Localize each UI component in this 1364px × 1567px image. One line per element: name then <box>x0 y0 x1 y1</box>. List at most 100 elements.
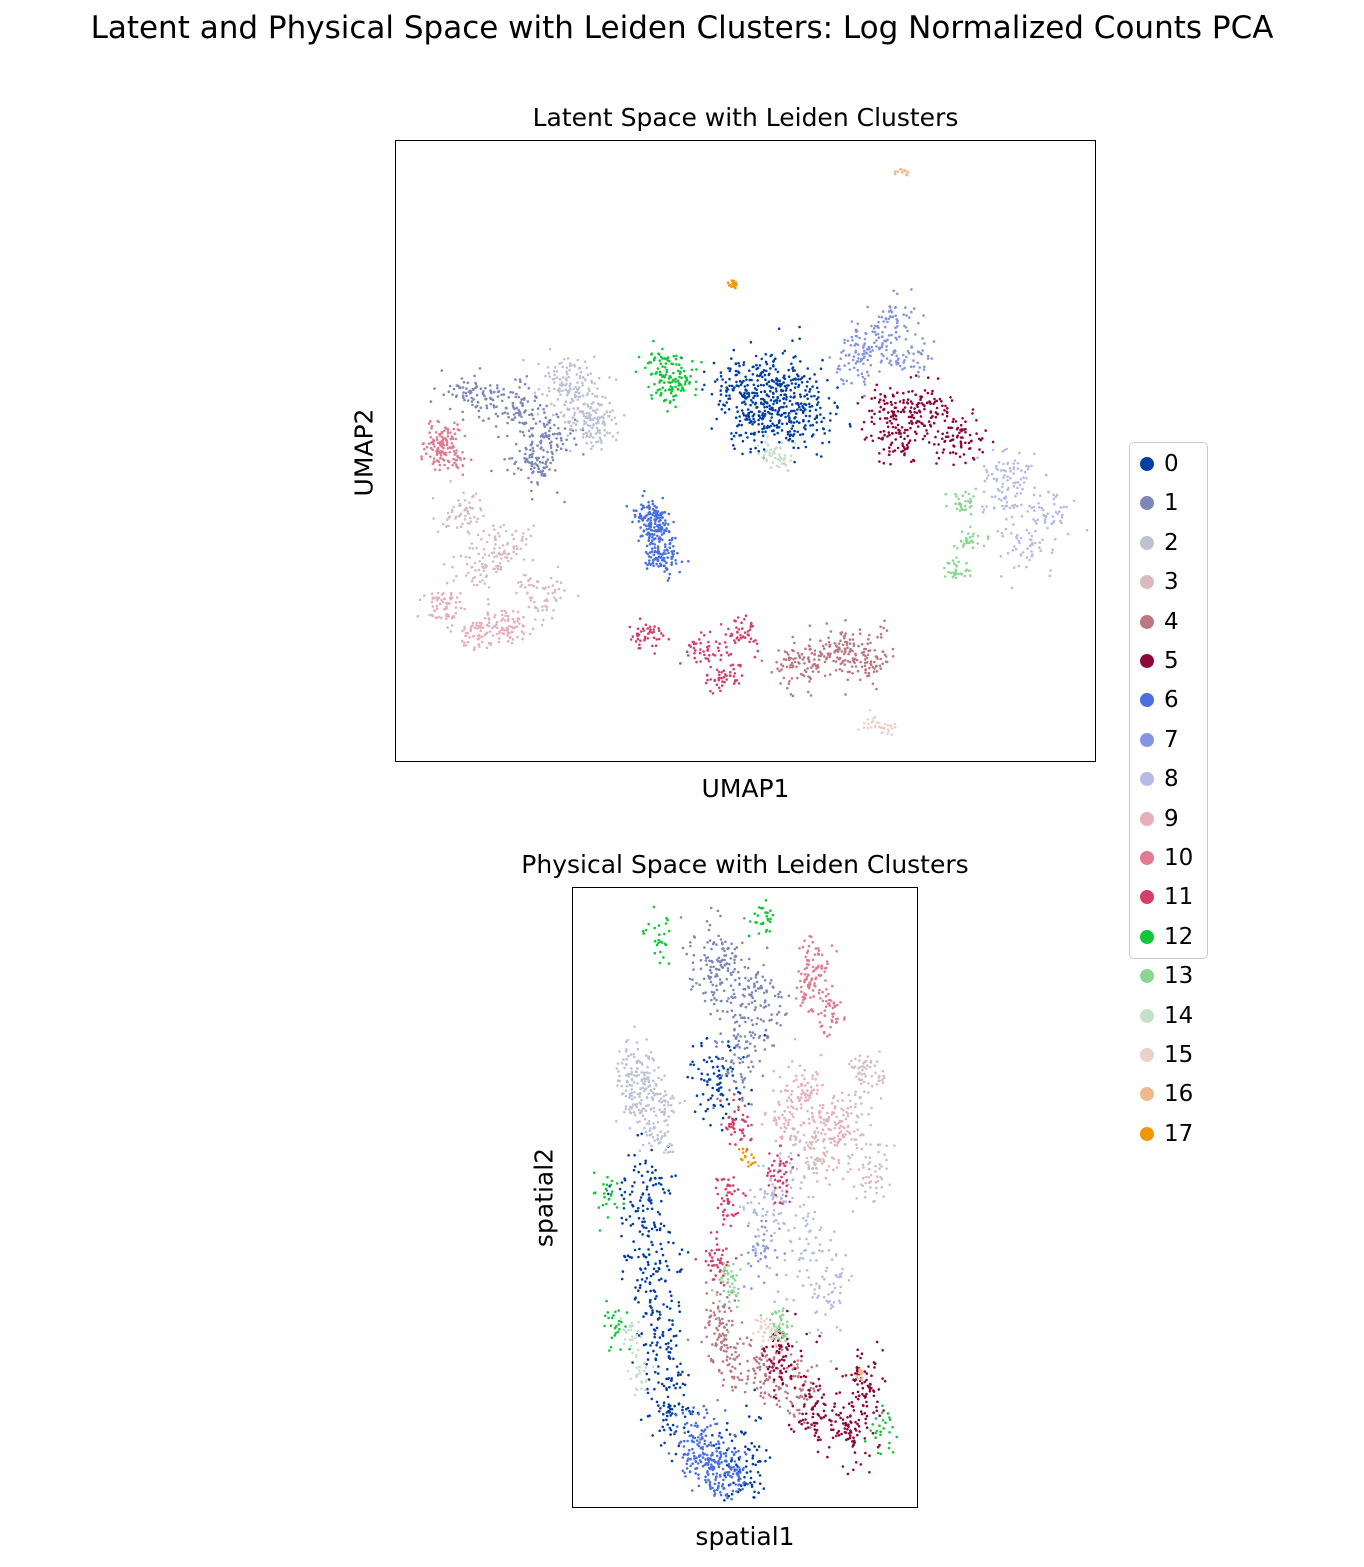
cluster-12-point <box>664 373 667 377</box>
cluster-7-point <box>870 345 873 349</box>
cluster-2-point <box>563 403 567 407</box>
cluster-2-point <box>637 1059 640 1062</box>
cluster-1-point <box>752 1036 755 1040</box>
cluster-8-point <box>1051 521 1055 525</box>
cluster-2-point <box>583 422 586 426</box>
cluster-3-point <box>470 580 474 583</box>
cluster-6-point <box>670 555 673 559</box>
cluster-4-point <box>745 1382 748 1385</box>
cluster-1-point <box>732 1015 735 1019</box>
cluster-8-point <box>1014 547 1018 551</box>
cluster-3-point <box>469 520 473 523</box>
cluster-15-point <box>867 722 870 726</box>
cluster-0-point <box>738 1091 742 1095</box>
cluster-3-point <box>466 530 470 533</box>
cluster-14-point <box>789 459 792 462</box>
cluster-12-point <box>691 359 694 363</box>
cluster-0-point <box>727 408 731 411</box>
cluster-0-point <box>671 1323 674 1326</box>
cluster-7-point <box>922 368 926 371</box>
cluster-0-point <box>676 1270 679 1274</box>
cluster-1-point <box>470 400 474 403</box>
cluster-3-point <box>475 583 479 587</box>
cluster-4-point <box>813 653 816 656</box>
cluster-7-point <box>917 350 921 354</box>
cluster-0-point <box>748 421 751 425</box>
cluster-2-point <box>581 394 585 397</box>
cluster-11-point <box>652 630 655 634</box>
cluster-1-point <box>542 407 545 411</box>
cluster-3-point <box>813 1163 816 1167</box>
cluster-3-point <box>559 581 563 584</box>
cluster-0-point <box>633 1181 636 1184</box>
cluster-11-point <box>706 678 709 682</box>
cluster-1-point <box>550 450 553 454</box>
cluster-9-point <box>500 628 503 631</box>
cluster-4-point <box>815 667 818 670</box>
cluster-8-point <box>1002 469 1005 472</box>
cluster-6-point <box>668 572 671 576</box>
cluster-12-point <box>650 353 653 356</box>
cluster-11-point <box>704 681 708 685</box>
cluster-5-point <box>921 422 924 426</box>
cluster-10-point <box>446 435 450 438</box>
cluster-14-point <box>769 448 772 452</box>
cluster-4-point <box>714 1342 718 1345</box>
cluster-1-point <box>707 976 711 980</box>
cluster-0-point <box>661 1253 665 1257</box>
cluster-7-point <box>926 357 930 360</box>
cluster-0-point <box>753 1445 756 1448</box>
cluster-8-point <box>1013 545 1016 548</box>
cluster-1-point <box>518 421 521 424</box>
cluster-3-point <box>860 1078 864 1082</box>
cluster-2-point <box>602 419 605 423</box>
cluster-12-point <box>675 354 678 358</box>
cluster-3-point <box>848 1099 852 1103</box>
cluster-8-point <box>1040 506 1044 510</box>
cluster-9-point <box>500 619 503 622</box>
cluster-1-point <box>702 977 706 980</box>
cluster-3-point <box>861 1176 865 1180</box>
cluster-6-point <box>655 524 659 528</box>
cluster-5-point <box>899 410 903 414</box>
cluster-9-point <box>477 625 480 629</box>
cluster-6-point <box>639 514 642 518</box>
cluster-8-point <box>1004 527 1008 531</box>
cluster-12-point <box>674 405 677 409</box>
cluster-10-point <box>454 451 457 455</box>
cluster-5-point <box>944 435 948 439</box>
cluster-2-point <box>592 401 595 404</box>
cluster-6-point <box>651 542 654 545</box>
cluster-6-point <box>666 556 669 559</box>
cluster-0-point <box>681 1408 684 1412</box>
cluster-4-point <box>878 664 882 668</box>
cluster-0-point <box>697 1067 700 1071</box>
cluster-13-point <box>943 575 947 578</box>
cluster-1-point <box>474 382 478 386</box>
cluster-8-point <box>1033 452 1036 456</box>
cluster-3-point <box>863 1090 866 1093</box>
cluster-11-point <box>711 692 715 695</box>
cluster-3-point <box>553 590 557 594</box>
cluster-0-point <box>661 1334 665 1338</box>
cluster-8-point <box>1014 481 1017 484</box>
cluster-0-point <box>793 369 796 372</box>
cluster-0-point <box>775 377 778 380</box>
cluster-3-point <box>527 528 530 531</box>
cluster-1-point <box>719 983 722 986</box>
cluster-1-point <box>520 398 523 401</box>
cluster-0-point <box>740 423 743 427</box>
cluster-8-point <box>1065 505 1068 509</box>
cluster-5-point <box>937 456 941 460</box>
cluster-8-point <box>1001 485 1004 489</box>
cluster-1-point <box>548 468 551 471</box>
cluster-14-point <box>768 454 771 457</box>
cluster-4-point <box>762 1382 765 1385</box>
cluster-0-point <box>689 1063 692 1066</box>
cluster-3-point <box>876 1179 880 1183</box>
cluster-2-point <box>584 415 588 419</box>
cluster-0-point <box>762 1487 766 1490</box>
cluster-7-point <box>862 349 866 353</box>
cluster-3-point <box>857 1168 861 1171</box>
cluster-2-point <box>625 1048 628 1051</box>
